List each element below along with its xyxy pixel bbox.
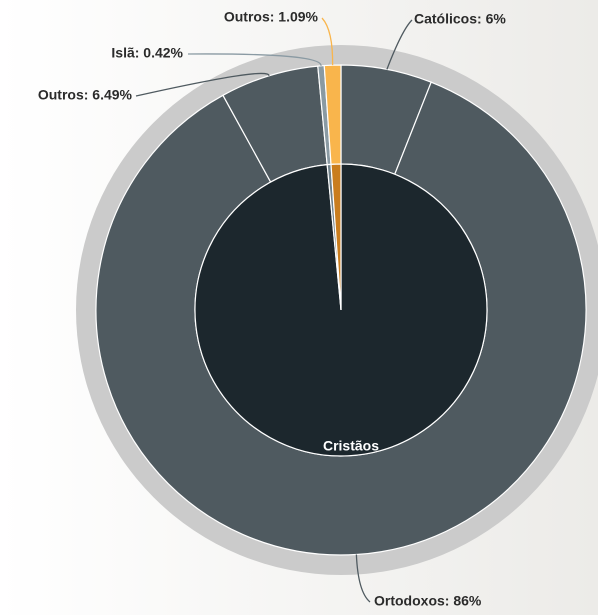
leader-line bbox=[135, 72, 270, 97]
leader-line bbox=[187, 53, 322, 67]
leader-line bbox=[355, 554, 371, 603]
slice-label: Islã: 0.42% bbox=[111, 45, 183, 61]
slice-label: Católicos: 6% bbox=[414, 11, 506, 27]
group-label: Cristãos bbox=[323, 438, 379, 454]
inner-slice bbox=[330, 163, 342, 311]
slice-label: Ortodoxos: 86% bbox=[374, 593, 482, 609]
slice-label: Outros: 1.09% bbox=[224, 9, 319, 25]
leader-line bbox=[321, 17, 334, 66]
slice-label: Outros: 6.49% bbox=[38, 87, 133, 103]
leader-line bbox=[386, 19, 413, 70]
